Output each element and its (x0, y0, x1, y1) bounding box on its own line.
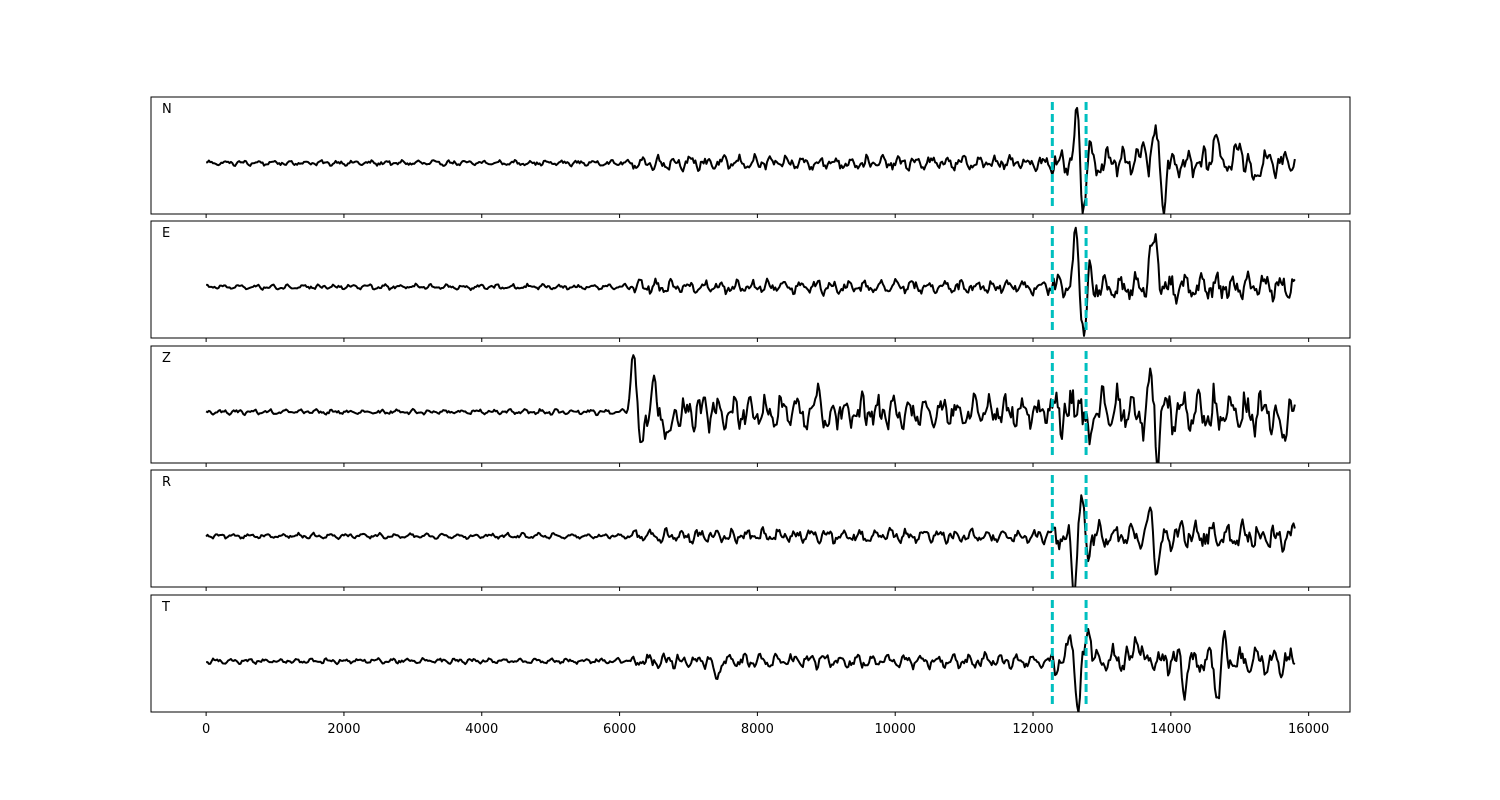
panel-label-z: Z (162, 351, 171, 366)
x-tick-label: 2000 (327, 722, 360, 737)
x-tick-label: 10000 (875, 722, 916, 737)
panel-label-r: R (162, 475, 171, 490)
x-tick-label: 0 (202, 722, 210, 737)
panel-frame (150, 469, 1351, 588)
trace-line-t (206, 628, 1296, 712)
panel-z: Z (150, 345, 1351, 467)
trace-line-z (205, 354, 1296, 463)
panel-frame (150, 220, 1351, 339)
panel-e: E (150, 220, 1351, 342)
panel-r: R (150, 469, 1351, 591)
panel-label-n: N (162, 102, 172, 117)
panel-frame (150, 345, 1351, 464)
panel-frame (150, 594, 1351, 713)
panel-label-e: E (162, 226, 170, 241)
panel-n: N (150, 96, 1351, 218)
panel-label-t: T (161, 600, 170, 615)
trace-line-r (205, 494, 1296, 587)
x-tick-label: 16000 (1288, 722, 1329, 737)
trace-line-n (205, 106, 1296, 214)
panel-frame (150, 96, 1351, 215)
x-tick-label: 6000 (603, 722, 636, 737)
x-tick-label: 14000 (1150, 722, 1191, 737)
x-tick-label: 12000 (1012, 722, 1053, 737)
x-tick-label: 4000 (465, 722, 498, 737)
panels-layer: N E Z R T (150, 96, 1351, 716)
trace-line-e (206, 226, 1296, 337)
panel-t: T (150, 594, 1351, 716)
x-tick-label: 8000 (741, 722, 774, 737)
x-axis: 0 2000 4000 6000 8000 10000 12000 14000 16000 (202, 722, 1329, 737)
